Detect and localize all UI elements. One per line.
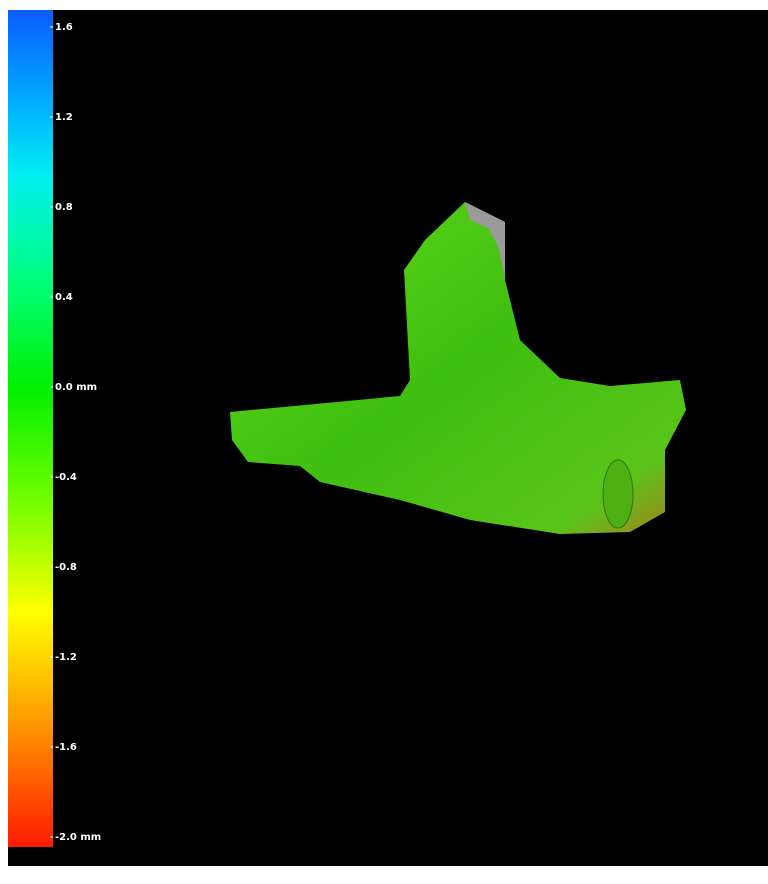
tick-label: 0.4 [55, 292, 73, 303]
tick-label: 0.8 [55, 202, 73, 213]
tick-label: 1.2 [55, 112, 73, 123]
surface-bump [603, 460, 633, 528]
tick-label: -2.0 mm [55, 832, 101, 843]
tick-label: 0.0 mm [55, 382, 97, 393]
tick-label: -1.2 [55, 652, 77, 663]
tick-label: -0.4 [55, 472, 77, 483]
page: 1.6 1.2 0.8 0.4 0.0 mm -0.4 -0.8 -1.2 -1.6 -2.0 m… [0, 0, 768, 884]
tick-label: -1.6 [55, 742, 77, 753]
tick-label: 1.6 [55, 22, 73, 33]
tick-label: -0.8 [55, 562, 77, 573]
color-scale [8, 10, 53, 847]
viewer: 1.6 1.2 0.8 0.4 0.0 mm -0.4 -0.8 -1.2 -1.6 -2.0 m… [0, 0, 768, 884]
